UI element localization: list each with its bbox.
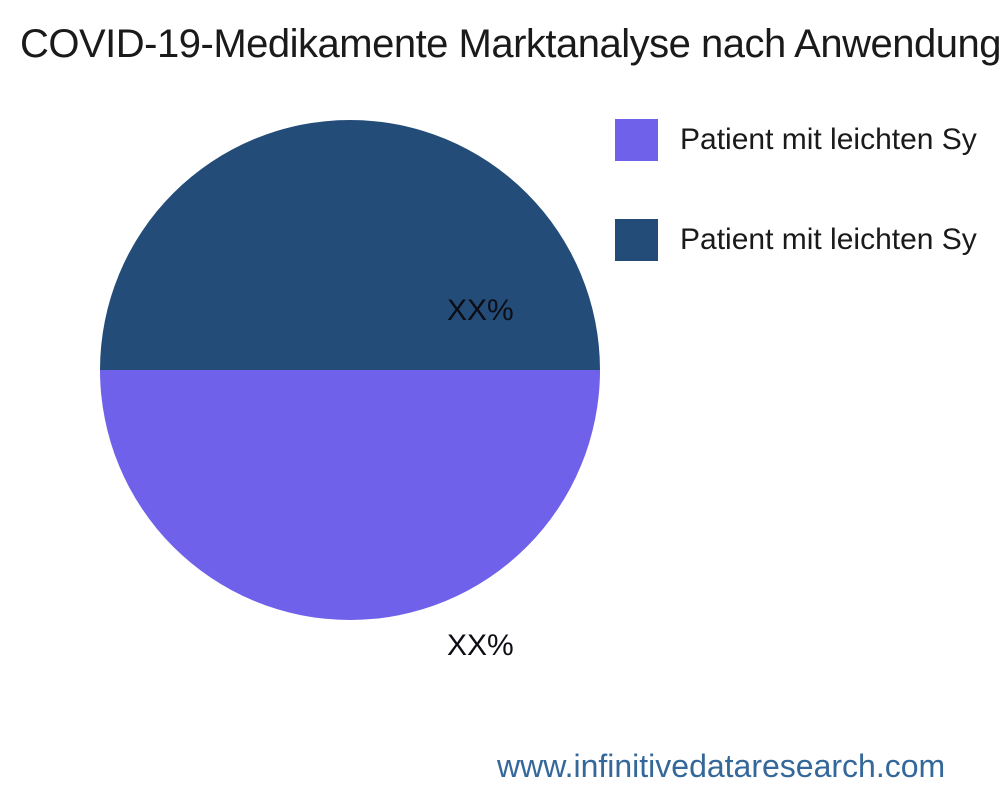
legend-item: Patient mit leichten Sy <box>615 219 977 261</box>
legend-swatch <box>615 219 658 261</box>
chart-title: COVID-19-Medikamente Marktanalyse nach A… <box>20 22 1000 66</box>
legend-item-label: Patient mit leichten Sy <box>680 123 977 156</box>
legend-item: Patient mit leichten Sy <box>615 119 977 161</box>
legend-swatch <box>615 119 658 161</box>
pie-slice-label-top: XX% <box>447 294 514 327</box>
pie-chart: XX% XX% <box>100 120 600 662</box>
website-link[interactable]: www.infinitivedataresearch.com <box>497 748 946 784</box>
legend-item-label: Patient mit leichten Sy <box>680 223 977 256</box>
pie-slice-label-bottom: XX% <box>447 629 514 662</box>
